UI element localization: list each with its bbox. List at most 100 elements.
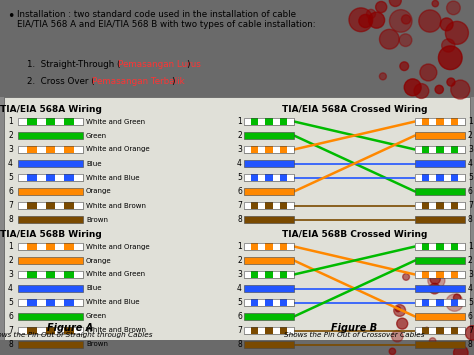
Bar <box>444 202 451 209</box>
Bar <box>451 118 458 125</box>
Bar <box>251 174 258 181</box>
Text: 4: 4 <box>8 284 13 293</box>
Bar <box>36 118 46 125</box>
Bar <box>27 327 36 334</box>
Bar <box>258 174 265 181</box>
Bar <box>64 271 74 278</box>
Bar <box>18 202 83 209</box>
Bar <box>458 243 465 250</box>
Bar <box>36 271 46 278</box>
Bar <box>244 202 294 209</box>
Bar <box>415 243 422 250</box>
Bar <box>415 160 465 167</box>
Bar <box>451 202 458 209</box>
Bar <box>415 299 465 306</box>
Bar <box>415 243 465 250</box>
Bar <box>429 202 437 209</box>
Text: 3: 3 <box>237 145 242 154</box>
Bar <box>55 271 64 278</box>
Bar <box>244 257 294 264</box>
Bar <box>415 285 465 292</box>
Bar <box>36 243 46 250</box>
Text: Pemasangan Terbalik: Pemasangan Terbalik <box>92 77 185 86</box>
Bar <box>458 299 465 306</box>
Text: 1: 1 <box>8 242 13 251</box>
Text: 4: 4 <box>237 159 242 168</box>
Bar <box>0 0 474 97</box>
Bar <box>458 271 465 278</box>
Circle shape <box>429 283 440 294</box>
Bar <box>415 118 465 125</box>
Bar <box>451 271 458 278</box>
Circle shape <box>430 274 440 284</box>
Bar <box>415 327 422 334</box>
Bar <box>27 299 36 306</box>
Bar <box>64 327 74 334</box>
Bar <box>251 243 258 250</box>
Bar <box>18 174 27 181</box>
Bar <box>287 146 294 153</box>
Bar <box>280 243 287 250</box>
Circle shape <box>419 10 441 32</box>
Bar <box>18 118 83 125</box>
Bar <box>273 327 280 334</box>
Bar <box>55 299 64 306</box>
Text: 4: 4 <box>468 159 473 168</box>
Text: ): ) <box>186 60 190 69</box>
Bar <box>437 174 444 181</box>
Text: Installation : two standard code used in the installation of cable
EIA/TIA 568 A: Installation : two standard code used in… <box>17 10 316 29</box>
Bar <box>458 202 465 209</box>
Bar <box>27 146 36 153</box>
Bar <box>415 132 465 139</box>
Circle shape <box>454 345 468 355</box>
Text: 2: 2 <box>237 256 242 265</box>
Circle shape <box>399 34 412 47</box>
Bar <box>46 202 55 209</box>
Bar <box>36 174 46 181</box>
Bar <box>36 146 46 153</box>
Bar <box>74 271 83 278</box>
Bar <box>244 313 294 320</box>
Bar <box>251 146 258 153</box>
Text: 5: 5 <box>468 298 473 307</box>
Bar <box>0 340 474 355</box>
Bar <box>36 299 46 306</box>
Bar <box>244 299 251 306</box>
Circle shape <box>428 272 445 289</box>
Circle shape <box>397 318 408 329</box>
Text: Orange: Orange <box>86 257 111 263</box>
Bar <box>18 160 83 167</box>
Bar <box>422 118 429 125</box>
Bar <box>265 202 273 209</box>
Bar <box>437 271 444 278</box>
Circle shape <box>395 307 401 312</box>
Bar <box>18 299 27 306</box>
Bar <box>36 327 46 334</box>
Bar <box>18 146 27 153</box>
Bar <box>244 132 294 139</box>
Text: 4: 4 <box>468 284 473 293</box>
Text: 3: 3 <box>468 145 473 154</box>
Bar <box>244 216 294 223</box>
Bar <box>258 118 265 125</box>
Bar <box>27 202 36 209</box>
Text: 2: 2 <box>8 256 13 265</box>
Bar <box>458 174 465 181</box>
Bar <box>415 299 422 306</box>
Circle shape <box>389 348 396 355</box>
Bar <box>287 327 294 334</box>
Text: 5: 5 <box>8 298 13 307</box>
Circle shape <box>465 326 474 340</box>
Bar <box>287 243 294 250</box>
Bar <box>429 118 437 125</box>
Circle shape <box>349 8 373 32</box>
Text: Blue: Blue <box>86 285 101 291</box>
Circle shape <box>401 15 410 24</box>
Text: 6: 6 <box>468 187 473 196</box>
Bar <box>273 174 280 181</box>
Bar <box>244 243 294 250</box>
Text: 1.  Straight-Through (: 1. Straight-Through ( <box>27 60 120 69</box>
Bar <box>244 188 294 195</box>
Bar <box>74 299 83 306</box>
Bar <box>458 327 465 334</box>
